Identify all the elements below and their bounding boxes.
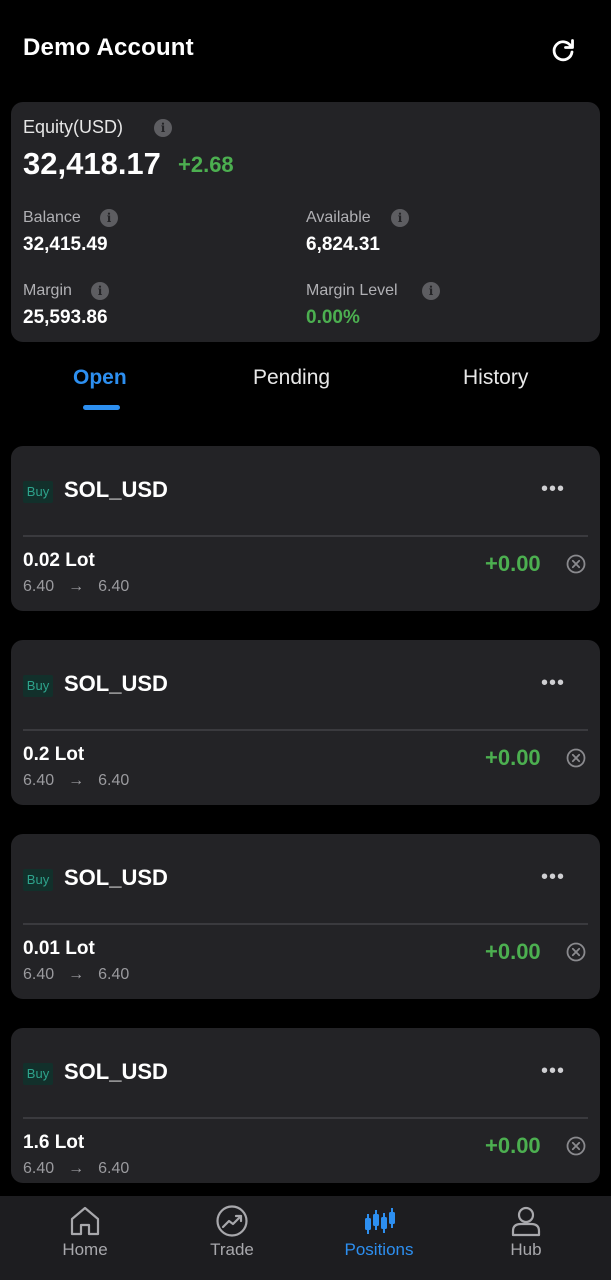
price-range: 6.40 → 6.40 <box>23 578 129 596</box>
position-card[interactable]: Buy SOL_USD ••• 0.2 Lot 6.40 → 6.40 +0.00 <box>11 640 600 805</box>
available-value: 6,824.31 <box>306 234 380 255</box>
price-range: 6.40 → 6.40 <box>23 1160 129 1178</box>
close-position-icon[interactable] <box>566 942 586 962</box>
nav-home[interactable]: Home <box>9 1196 161 1280</box>
position-pnl: +0.00 <box>485 551 541 576</box>
position-card[interactable]: Buy SOL_USD ••• 1.6 Lot 6.40 → 6.40 +0.00 <box>11 1028 600 1183</box>
refresh-icon[interactable] <box>549 37 577 65</box>
position-tabs: Open Pending History <box>0 360 611 420</box>
tab-history[interactable]: History <box>463 366 529 389</box>
position-lot: 1.6 Lot <box>23 1132 85 1153</box>
position-pnl: +0.00 <box>485 1133 541 1158</box>
price-range: 6.40 → 6.40 <box>23 772 129 790</box>
price-range: 6.40 → 6.40 <box>23 966 129 984</box>
card-divider <box>23 535 588 537</box>
margin-level-value: 0.00% <box>306 307 360 328</box>
arrow-right-icon: → <box>68 966 85 983</box>
margin-level-label: Margin Level <box>306 282 398 299</box>
trade-chart-icon <box>216 1205 248 1237</box>
equity-value: 32,418.17 <box>23 146 161 181</box>
buy-badge: Buy <box>23 675 53 697</box>
position-card[interactable]: Buy SOL_USD ••• 0.02 Lot 6.40 → 6.40 +0.00 <box>11 446 600 611</box>
close-position-icon[interactable] <box>566 748 586 768</box>
position-lot: 0.01 Lot <box>23 938 95 959</box>
nav-positions[interactable]: Positions <box>303 1196 455 1280</box>
card-divider <box>23 923 588 925</box>
margin-label: Margin <box>23 282 72 299</box>
page-title: Demo Account <box>23 34 194 61</box>
open-price: 6.40 <box>23 1160 55 1177</box>
equity-label: Equity(USD) <box>23 117 124 137</box>
more-options-icon[interactable]: ••• <box>541 866 566 888</box>
position-card[interactable]: Buy SOL_USD ••• 0.01 Lot 6.40 → 6.40 +0.00 <box>11 834 600 999</box>
active-tab-indicator <box>83 405 120 410</box>
position-symbol: SOL_USD <box>64 477 168 502</box>
position-symbol: SOL_USD <box>64 1059 168 1084</box>
nav-trade[interactable]: Trade <box>156 1196 308 1280</box>
account-summary-card: Equity(USD) i 32,418.17 +2.68 Balance i … <box>11 102 600 342</box>
open-price: 6.40 <box>23 578 55 595</box>
candlestick-icon <box>365 1208 395 1234</box>
current-price: 6.40 <box>98 578 130 595</box>
bottom-nav: Home Trade Positions Hub <box>0 1196 611 1280</box>
card-divider <box>23 1117 588 1119</box>
nav-label: Hub <box>510 1240 542 1259</box>
position-pnl: +0.00 <box>485 939 541 964</box>
open-price: 6.40 <box>23 966 55 983</box>
buy-badge: Buy <box>23 869 53 891</box>
info-icon[interactable]: i <box>100 209 118 227</box>
position-lot: 0.02 Lot <box>23 550 95 571</box>
info-icon[interactable]: i <box>422 282 440 300</box>
more-options-icon[interactable]: ••• <box>541 1060 566 1082</box>
position-symbol: SOL_USD <box>64 865 168 890</box>
position-lot: 0.2 Lot <box>23 744 85 765</box>
close-position-icon[interactable] <box>566 554 586 574</box>
arrow-right-icon: → <box>68 772 85 789</box>
position-symbol: SOL_USD <box>64 671 168 696</box>
info-icon[interactable]: i <box>154 119 172 137</box>
nav-label: Trade <box>210 1240 254 1259</box>
equity-change: +2.68 <box>178 152 234 177</box>
card-divider <box>23 729 588 731</box>
close-position-icon[interactable] <box>566 1136 586 1156</box>
balance-label: Balance <box>23 209 81 226</box>
info-icon[interactable]: i <box>91 282 109 300</box>
nav-hub[interactable]: Hub <box>450 1196 602 1280</box>
arrow-right-icon: → <box>68 1160 85 1177</box>
app-header: Demo Account <box>0 0 611 100</box>
tab-pending[interactable]: Pending <box>253 366 331 389</box>
current-price: 6.40 <box>98 1160 130 1177</box>
arrow-right-icon: → <box>68 578 85 595</box>
open-price: 6.40 <box>23 772 55 789</box>
nav-label: Positions <box>344 1240 414 1259</box>
buy-badge: Buy <box>23 1063 53 1085</box>
tab-open[interactable]: Open <box>73 366 127 389</box>
info-icon[interactable]: i <box>391 209 409 227</box>
more-options-icon[interactable]: ••• <box>541 478 566 500</box>
current-price: 6.40 <box>98 966 130 983</box>
available-label: Available <box>306 209 371 226</box>
position-pnl: +0.00 <box>485 745 541 770</box>
user-icon <box>511 1206 541 1237</box>
more-options-icon[interactable]: ••• <box>541 672 566 694</box>
buy-badge: Buy <box>23 481 53 503</box>
balance-value: 32,415.49 <box>23 234 108 255</box>
margin-value: 25,593.86 <box>23 307 108 328</box>
nav-label: Home <box>62 1240 108 1259</box>
home-icon <box>70 1206 100 1236</box>
current-price: 6.40 <box>98 772 130 789</box>
